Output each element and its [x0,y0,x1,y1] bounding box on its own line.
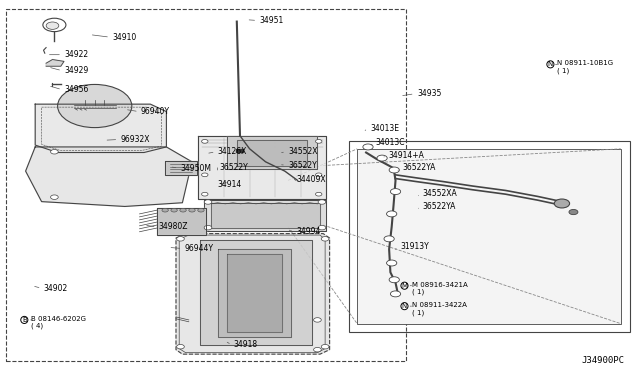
Polygon shape [218,249,291,337]
Text: 34013E: 34013E [370,124,399,133]
Circle shape [189,208,195,212]
Bar [349,141,630,332]
Polygon shape [176,234,330,354]
Circle shape [389,277,399,283]
Text: N: N [548,61,553,67]
Text: 34994: 34994 [296,227,321,236]
Text: 36522Y: 36522Y [288,161,317,170]
Text: 96944Y: 96944Y [184,244,213,253]
Polygon shape [236,149,243,152]
Circle shape [198,208,204,212]
Text: 34126X: 34126X [218,147,247,156]
Circle shape [314,347,321,352]
Text: 34914: 34914 [218,180,242,189]
Polygon shape [227,136,317,169]
Polygon shape [35,104,166,153]
Text: 96940Y: 96940Y [141,107,170,116]
Circle shape [51,150,58,154]
Circle shape [390,189,401,195]
Text: 34902: 34902 [44,284,68,293]
Polygon shape [211,203,320,228]
Text: N 08911-3422A
( 1): N 08911-3422A ( 1) [412,302,467,315]
Bar [357,149,621,324]
Text: 31913Y: 31913Y [400,242,429,251]
Text: N: N [402,303,407,309]
Text: 34409X: 34409X [296,175,326,184]
Text: 36522YA: 36522YA [422,202,456,211]
Text: 34922: 34922 [64,50,88,59]
Circle shape [316,173,322,177]
Circle shape [171,208,177,212]
Polygon shape [165,161,197,175]
Polygon shape [204,200,326,231]
Text: 96932X: 96932X [120,135,150,144]
Circle shape [390,291,401,297]
Text: N 08911-10B1G
( 1): N 08911-10B1G ( 1) [557,60,613,74]
Text: 34552X: 34552X [288,147,317,156]
Circle shape [318,225,326,230]
Circle shape [389,167,399,173]
Circle shape [162,208,168,212]
Circle shape [202,140,208,143]
Text: 34910: 34910 [112,33,136,42]
Polygon shape [198,136,326,199]
Text: 36522Y: 36522Y [220,163,248,172]
Circle shape [377,155,387,161]
Text: 34980Z: 34980Z [159,222,188,231]
Circle shape [316,140,322,143]
Text: 34956: 34956 [64,85,88,94]
Circle shape [321,344,329,349]
Bar [6,9,406,361]
Circle shape [204,225,212,230]
Text: 34552XA: 34552XA [422,189,457,198]
Circle shape [321,237,329,241]
Circle shape [46,22,59,29]
Text: 34914+A: 34914+A [388,151,424,160]
Circle shape [51,195,58,199]
Polygon shape [237,140,307,166]
Text: 34950M: 34950M [180,164,211,173]
Text: 34929: 34929 [64,66,88,75]
Text: B 08146-6202G
( 4): B 08146-6202G ( 4) [31,316,86,329]
Circle shape [180,208,186,212]
Polygon shape [46,60,64,66]
Text: 34951: 34951 [259,16,284,25]
Circle shape [363,144,373,150]
Circle shape [177,237,184,241]
Circle shape [314,318,321,322]
Circle shape [387,260,397,266]
Polygon shape [26,147,192,206]
Polygon shape [227,254,282,332]
Circle shape [554,199,570,208]
Circle shape [316,192,322,196]
Text: J34900PC: J34900PC [581,356,624,365]
Circle shape [202,173,208,177]
Text: 36522YA: 36522YA [402,163,435,172]
Circle shape [204,200,212,204]
Circle shape [384,236,394,242]
Polygon shape [157,208,206,235]
Circle shape [387,211,397,217]
Circle shape [58,84,132,128]
Text: 34918: 34918 [234,340,258,349]
Text: M 08916-3421A
( 1): M 08916-3421A ( 1) [412,282,467,295]
Text: 34013C: 34013C [376,138,405,147]
Circle shape [318,200,326,204]
Circle shape [177,344,184,349]
Text: M: M [401,283,408,289]
Text: 34935: 34935 [417,89,442,98]
Polygon shape [200,240,312,345]
Circle shape [202,192,208,196]
Circle shape [569,209,578,215]
Text: B: B [22,317,27,323]
